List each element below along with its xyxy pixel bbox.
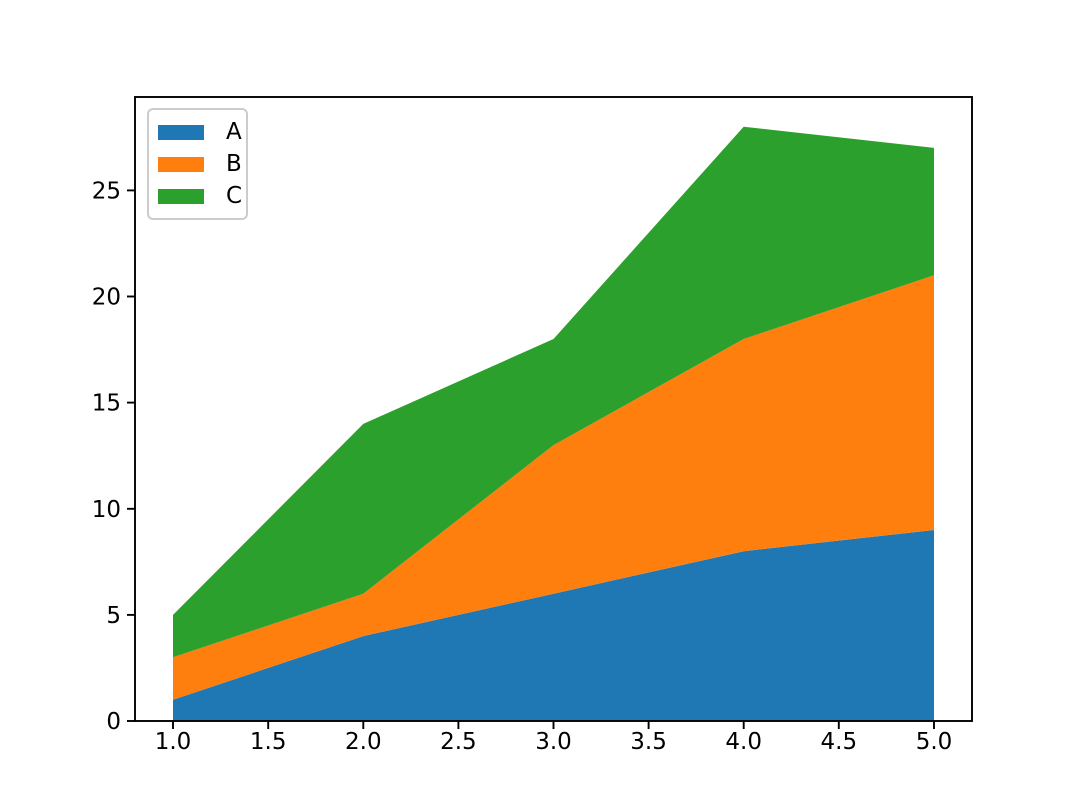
x-tick-label: 3.0 <box>535 729 572 755</box>
legend-entry-C: C <box>158 182 246 209</box>
y-tick-label: 25 <box>92 178 121 204</box>
area-series-B <box>173 275 934 700</box>
x-tick-label: 2.5 <box>440 729 477 755</box>
area-series-C <box>173 126 934 658</box>
y-tick-label: 0 <box>106 709 121 735</box>
x-tick-label: 1.0 <box>155 729 192 755</box>
legend-label-C: C <box>226 182 243 209</box>
legend-label-B: B <box>226 150 242 177</box>
x-tick-label: 3.5 <box>630 729 667 755</box>
legend-swatch-B <box>158 156 204 172</box>
x-tick-label: 2.0 <box>345 729 382 755</box>
y-tick-label: 15 <box>92 391 121 417</box>
x-tick-label: 4.5 <box>821 729 858 755</box>
y-tick-label: 5 <box>106 603 121 629</box>
y-tick-label: 20 <box>92 285 121 311</box>
legend-label-A: A <box>226 118 242 145</box>
y-tick-label: 10 <box>92 497 121 523</box>
x-tick-label: 5.0 <box>916 729 953 755</box>
legend: A B C <box>147 108 248 220</box>
legend-swatch-C <box>158 188 204 204</box>
axes-spines <box>134 96 973 722</box>
x-tick-label: 4.0 <box>725 729 762 755</box>
area-series-A <box>173 530 934 721</box>
x-tick-label: 1.5 <box>250 729 287 755</box>
legend-entry-A: A <box>158 118 246 145</box>
legend-entry-B: B <box>158 150 246 177</box>
legend-swatch-A <box>158 124 204 140</box>
